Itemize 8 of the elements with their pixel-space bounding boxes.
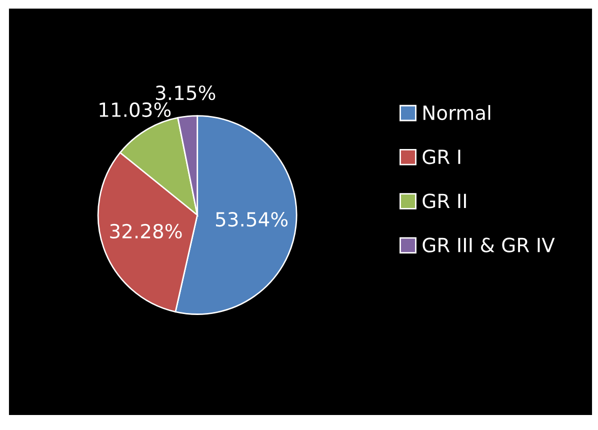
legend-label: GR II <box>422 194 466 208</box>
legend-label: GR I <box>422 149 460 164</box>
legend-label: GR III & GR IV <box>422 238 555 252</box>
data-label: 11.03% <box>100 102 171 118</box>
data-label: 53.54% <box>216 212 288 227</box>
legend-label: Normal <box>424 105 490 120</box>
data-label: 32.28% <box>110 224 182 239</box>
data-label: 3.15% <box>156 85 216 100</box>
